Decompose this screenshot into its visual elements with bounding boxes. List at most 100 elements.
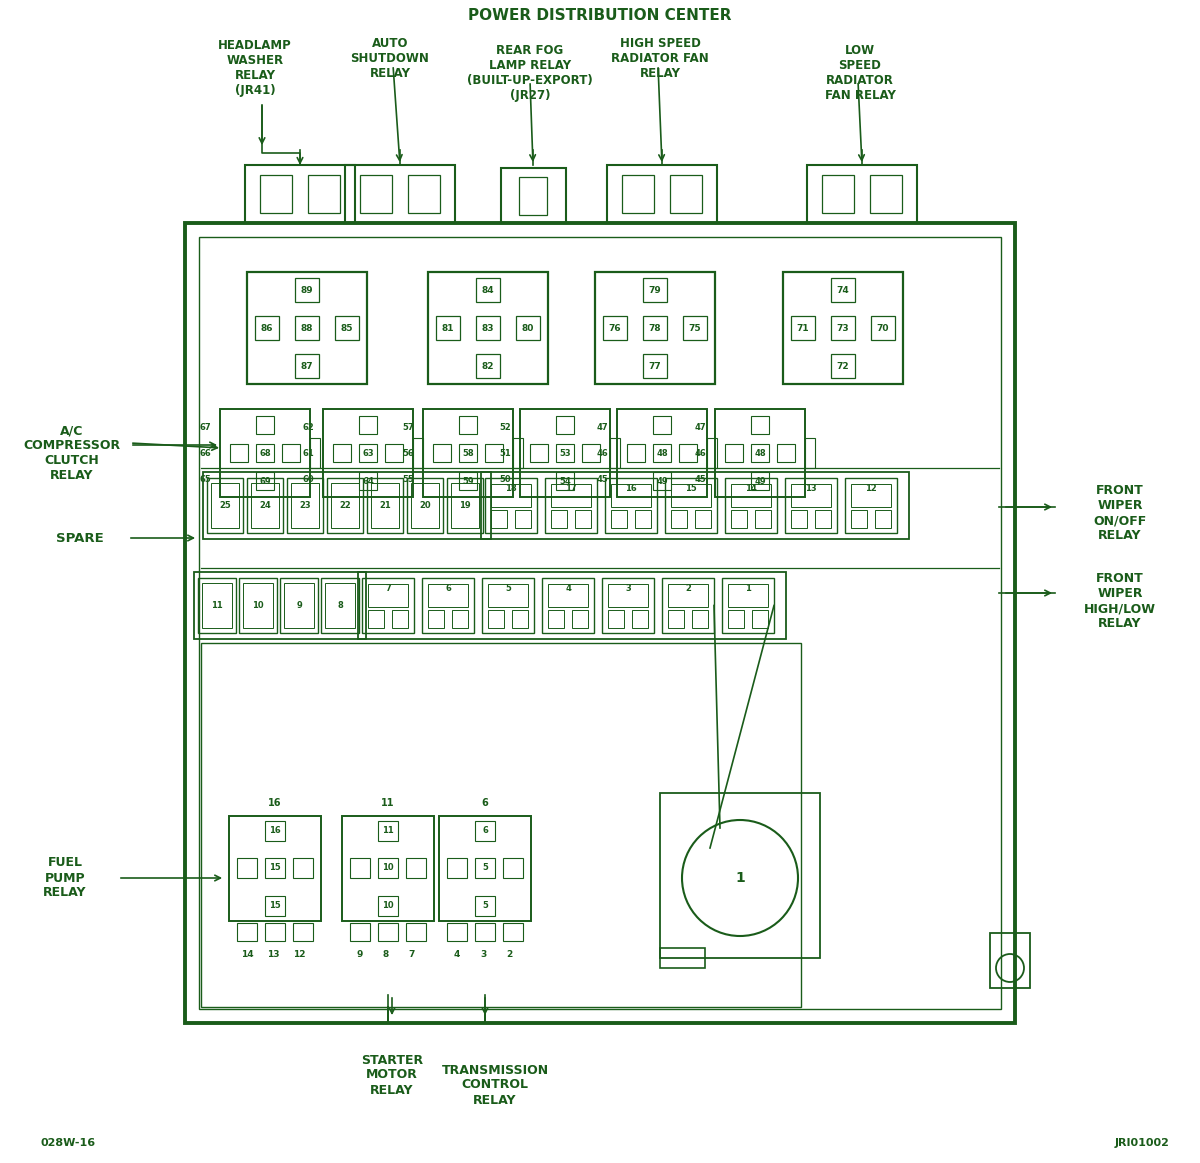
Bar	[428, 611, 444, 628]
Bar	[488, 584, 528, 607]
Bar	[460, 472, 478, 490]
Bar	[643, 354, 667, 378]
Bar	[668, 584, 708, 607]
Bar	[608, 611, 624, 628]
Bar	[378, 821, 398, 841]
Text: TRANSMISSION
CONTROL
RELAY: TRANSMISSION CONTROL RELAY	[442, 1063, 548, 1106]
Bar	[610, 438, 620, 468]
Bar	[265, 922, 286, 941]
Bar	[265, 821, 286, 841]
Bar	[359, 472, 377, 490]
Bar	[660, 948, 706, 968]
Bar	[851, 484, 892, 507]
Bar	[632, 611, 648, 628]
Bar	[683, 316, 707, 340]
Bar	[293, 858, 313, 878]
Bar	[368, 584, 408, 607]
Text: JRI01002: JRI01002	[1115, 1139, 1170, 1148]
Bar	[359, 444, 377, 462]
Text: 10: 10	[382, 901, 394, 909]
Text: 9: 9	[356, 950, 364, 959]
Text: 87: 87	[301, 362, 313, 371]
Bar	[476, 354, 500, 378]
Text: 14: 14	[745, 484, 757, 492]
Bar	[671, 484, 712, 507]
Bar	[602, 578, 654, 633]
Text: 16: 16	[269, 798, 282, 807]
Bar	[611, 484, 652, 507]
Text: 78: 78	[649, 323, 661, 333]
Bar	[481, 472, 910, 538]
Bar	[475, 821, 496, 841]
Text: 49: 49	[656, 477, 668, 485]
Bar	[292, 483, 319, 528]
Text: 12: 12	[293, 950, 305, 959]
Text: 12: 12	[865, 484, 877, 492]
Bar	[406, 922, 426, 941]
Bar	[307, 174, 340, 213]
Bar	[670, 174, 702, 213]
Bar	[805, 438, 815, 468]
Bar	[728, 611, 744, 628]
Text: SPARE: SPARE	[56, 531, 104, 544]
Bar	[488, 611, 504, 628]
Bar	[203, 472, 491, 538]
Bar	[572, 611, 588, 628]
Bar	[230, 444, 248, 462]
Bar	[451, 483, 479, 528]
Bar	[342, 815, 434, 920]
Bar	[295, 278, 319, 302]
Bar	[282, 444, 300, 462]
Text: 5: 5	[505, 584, 511, 592]
Bar	[295, 354, 319, 378]
Bar	[359, 416, 377, 434]
Text: 23: 23	[299, 501, 311, 511]
Bar	[247, 478, 283, 533]
Bar	[832, 278, 856, 302]
Bar	[605, 478, 658, 533]
Text: 54: 54	[559, 477, 571, 485]
Bar	[556, 416, 574, 434]
Bar	[334, 444, 352, 462]
Bar	[220, 409, 310, 497]
Bar	[436, 316, 460, 340]
Bar	[707, 438, 718, 468]
Text: 8: 8	[337, 601, 343, 611]
Text: 028W-16: 028W-16	[40, 1139, 95, 1148]
Bar	[265, 858, 286, 878]
Text: 11: 11	[382, 798, 395, 807]
Text: 55: 55	[402, 475, 414, 484]
Bar	[722, 578, 774, 633]
Bar	[448, 922, 467, 941]
Bar	[548, 611, 564, 628]
Bar	[725, 444, 743, 462]
Bar	[503, 858, 523, 878]
Bar	[358, 572, 786, 638]
Text: 48: 48	[754, 449, 766, 457]
Bar	[424, 409, 514, 497]
Text: 88: 88	[301, 323, 313, 333]
Bar	[725, 478, 778, 533]
Bar	[202, 583, 232, 628]
Text: 74: 74	[836, 285, 850, 294]
Text: FUEL
PUMP
RELAY: FUEL PUMP RELAY	[43, 856, 86, 899]
Bar	[653, 472, 671, 490]
Text: 18: 18	[505, 484, 517, 492]
Bar	[198, 578, 236, 633]
Bar	[476, 316, 500, 340]
Bar	[185, 223, 1015, 1023]
Bar	[211, 483, 239, 528]
Bar	[378, 858, 398, 878]
Bar	[460, 444, 478, 462]
Text: 83: 83	[481, 323, 494, 333]
Text: 5: 5	[482, 901, 488, 909]
Bar	[611, 511, 628, 528]
Text: 21: 21	[379, 501, 391, 511]
Bar	[428, 272, 548, 384]
Text: 60: 60	[302, 475, 314, 484]
Text: 6: 6	[481, 798, 488, 807]
Bar	[751, 444, 769, 462]
Bar	[514, 438, 523, 468]
Text: HIGH SPEED
RADIATOR FAN
RELAY: HIGH SPEED RADIATOR FAN RELAY	[611, 36, 709, 79]
Bar	[822, 174, 854, 213]
